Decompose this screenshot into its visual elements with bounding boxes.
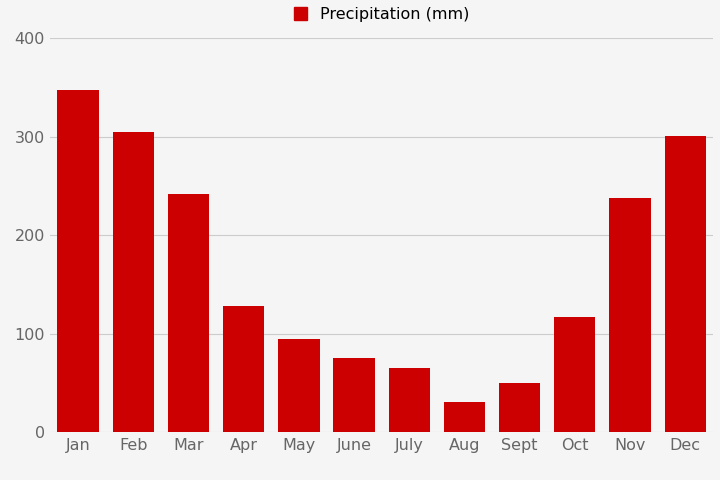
Bar xyxy=(333,358,374,432)
Bar xyxy=(223,306,264,432)
Bar xyxy=(609,198,651,432)
Bar xyxy=(444,402,485,432)
Bar xyxy=(278,338,320,432)
Bar xyxy=(554,317,595,432)
Bar xyxy=(168,194,209,432)
Bar xyxy=(58,90,99,432)
Bar xyxy=(499,383,540,432)
Bar xyxy=(389,368,430,432)
Bar xyxy=(112,132,154,432)
Bar xyxy=(665,136,706,432)
Legend: Precipitation (mm): Precipitation (mm) xyxy=(294,7,469,22)
